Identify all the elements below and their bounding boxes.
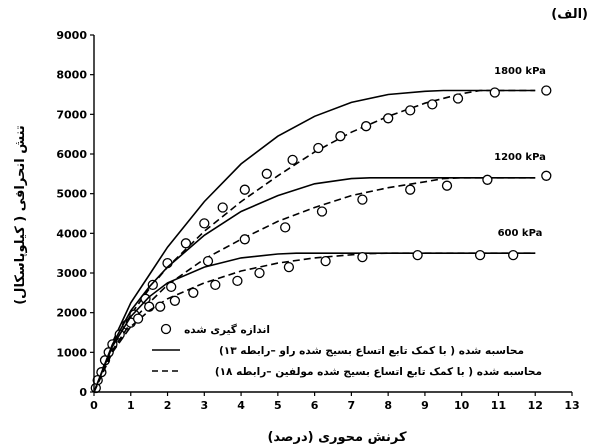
plot-area bbox=[90, 85, 552, 394]
legend-measured-marker bbox=[160, 323, 172, 335]
measured-point-1800-kpa bbox=[147, 279, 158, 291]
measured-point-1200-kpa bbox=[441, 180, 453, 191]
x-tick-label: 5 bbox=[274, 399, 282, 412]
x-tick-label: 4 bbox=[237, 399, 245, 412]
measured-point-600-kpa bbox=[412, 249, 423, 261]
x-tick-label: 3 bbox=[200, 399, 208, 412]
measured-point-1200-kpa bbox=[482, 174, 493, 185]
x-axis-title: کرنش محوری (درصد) bbox=[267, 430, 406, 445]
y-tick-label: 7000 bbox=[56, 108, 87, 121]
measured-point-1800-kpa bbox=[180, 238, 192, 249]
measured-point-1200-kpa bbox=[405, 184, 416, 195]
measured-point-1800-kpa bbox=[261, 168, 272, 179]
x-tick-label: 6 bbox=[311, 399, 319, 412]
measured-point-1200-kpa bbox=[202, 255, 214, 267]
y-tick-label: 3000 bbox=[56, 267, 87, 280]
y-tick-label: 9000 bbox=[56, 29, 87, 42]
measured-point-600-kpa bbox=[132, 313, 144, 324]
measured-point-1200-kpa bbox=[541, 170, 552, 181]
dashed-curve-600-kpa bbox=[93, 252, 536, 393]
legend: اندازه گیری شده محاسبه شده ( با کمک تابع… bbox=[152, 323, 542, 378]
annotation-600: 600 kPa bbox=[498, 228, 543, 239]
measured-point-1800-kpa bbox=[541, 85, 552, 96]
measured-point-600-kpa bbox=[474, 249, 486, 261]
measured-point-1800-kpa bbox=[383, 113, 394, 124]
solid-curve-1800-kpa bbox=[93, 89, 536, 393]
dashed-curve-1200-kpa bbox=[93, 177, 536, 393]
annotation-1200: 1200 kPa bbox=[494, 152, 546, 163]
solid-curve-1200-kpa bbox=[93, 177, 536, 393]
measured-point-1200-kpa bbox=[280, 222, 291, 233]
y-tick-label: 6000 bbox=[56, 148, 87, 161]
measured-point-1800-kpa bbox=[489, 87, 500, 98]
y-tick-label: 8000 bbox=[56, 69, 87, 82]
y-axis-title: تنش انحرافی ( کیلوپاسکال) bbox=[13, 125, 28, 305]
annotation-1800: 1800 kPa bbox=[494, 66, 546, 77]
measured-point-1800-kpa bbox=[360, 121, 372, 132]
measured-point-1200-kpa bbox=[316, 206, 328, 217]
dashed-curve-1800-kpa bbox=[93, 89, 536, 393]
measured-point-600-kpa bbox=[357, 251, 368, 263]
solid-curve-600-kpa bbox=[93, 252, 536, 393]
measured-point-1800-kpa bbox=[452, 93, 464, 104]
x-tick-label: 12 bbox=[528, 399, 543, 412]
x-tick-label: 2 bbox=[164, 399, 172, 412]
measured-point-1800-kpa bbox=[217, 202, 228, 213]
x-tick-label: 8 bbox=[384, 399, 392, 412]
measured-point-1800-kpa bbox=[427, 99, 438, 110]
x-tick-label: 11 bbox=[491, 399, 506, 412]
x-tick-label: 1 bbox=[127, 399, 135, 412]
measured-point-600-kpa bbox=[320, 255, 331, 267]
y-tick-label: 2000 bbox=[56, 307, 87, 320]
measured-point-600-kpa bbox=[169, 295, 181, 306]
y-tick-label: 4000 bbox=[56, 227, 87, 240]
y-tick-label: 5000 bbox=[56, 188, 87, 201]
y-axis: 0 1000 2000 3000 4000 5000 6000 7000 8000 9000 bbox=[56, 29, 95, 399]
legend-measured-label: اندازه گیری شده bbox=[184, 323, 270, 336]
measured-point-1800-kpa bbox=[335, 131, 346, 142]
measured-point-1800-kpa bbox=[313, 142, 324, 154]
y-tick-label: 1000 bbox=[56, 346, 87, 359]
legend-solid-label: محاسبه شده ( با کمک تابع اتساع بسیج شده … bbox=[219, 345, 524, 357]
panel-label: (الف) bbox=[551, 7, 588, 22]
measured-point-1200-kpa bbox=[239, 234, 250, 245]
measured-point-1800-kpa bbox=[405, 105, 416, 116]
measured-point-600-kpa bbox=[508, 249, 519, 261]
measured-point-600-kpa bbox=[254, 267, 265, 279]
measured-point-600-kpa bbox=[188, 287, 199, 298]
x-tick-label: 0 bbox=[90, 399, 98, 412]
y-tick-label: 0 bbox=[79, 386, 87, 399]
measured-point-1800-kpa bbox=[199, 218, 210, 229]
x-tick-label: 7 bbox=[348, 399, 356, 412]
x-tick-label: 9 bbox=[421, 399, 429, 412]
measured-point-600-kpa bbox=[155, 301, 166, 312]
legend-dashed-label: محاسبه شده ( با کمک تابع اتساع بسیج شده … bbox=[215, 366, 542, 378]
measured-point-1800-kpa bbox=[239, 184, 250, 195]
x-axis: 0 1 2 3 4 5 6 7 8 9 10 11 12 13 bbox=[90, 391, 580, 412]
x-tick-label: 13 bbox=[564, 399, 579, 412]
measured-point-1200-kpa bbox=[357, 194, 368, 205]
measured-point-600-kpa bbox=[283, 261, 295, 273]
measured-point-600-kpa bbox=[210, 279, 221, 291]
measured-point-600-kpa bbox=[232, 275, 243, 287]
measured-point-1200-kpa bbox=[166, 281, 177, 293]
measured-point-1800-kpa bbox=[287, 154, 298, 166]
x-tick-label: 10 bbox=[454, 399, 470, 412]
